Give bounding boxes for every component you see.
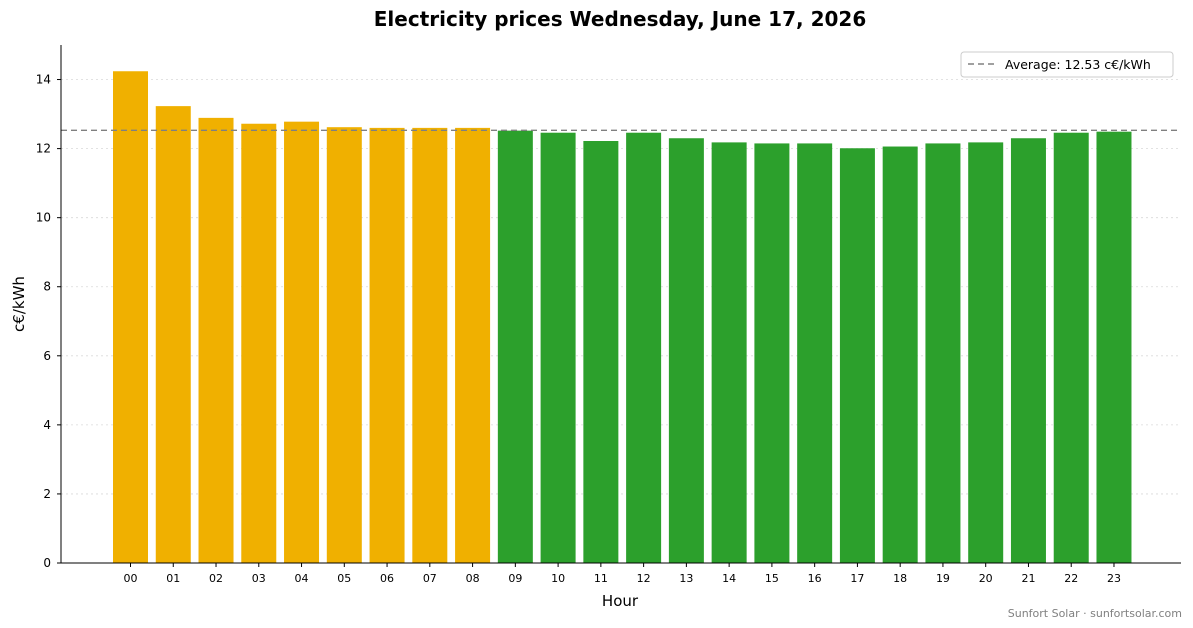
legend-box (960, 51, 1174, 78)
bar-22 (1053, 132, 1089, 563)
bar-16 (797, 143, 833, 564)
bar-00 (113, 71, 148, 563)
x-tick-label: 00 (124, 572, 138, 585)
x-tick-label: 04 (295, 572, 309, 585)
y-tick-label: 12 (36, 142, 51, 156)
bar-12 (626, 132, 662, 563)
x-tick-label: 12 (637, 572, 651, 585)
x-tick-label: 21 (1021, 572, 1035, 585)
x-tick-label: 23 (1107, 572, 1121, 585)
bar-09 (497, 130, 533, 563)
bar-20 (968, 142, 1004, 563)
bar-01 (155, 106, 191, 564)
axes (60, 45, 1181, 564)
x-axis-label: Hour (602, 592, 639, 610)
y-tick-label: 10 (36, 211, 51, 225)
bar-08 (455, 127, 491, 563)
credit-text: Sunfort Solar · sunfortsolar.com (1008, 607, 1182, 620)
x-tick-label: 09 (508, 572, 522, 585)
x-tick-label: 20 (979, 572, 993, 585)
x-tick-label: 05 (337, 572, 351, 585)
x-tick-label: 14 (722, 572, 736, 585)
x-tick-label: 02 (209, 572, 223, 585)
x-tick-label: 19 (936, 572, 950, 585)
bar-07 (412, 127, 448, 563)
bar-18 (882, 146, 918, 563)
bar-14 (711, 142, 747, 563)
legend-average-label: Average: 12.53 c€/kWh (1005, 57, 1151, 72)
y-ticks: 0 2 4 6 8 10 12 14 (36, 73, 61, 570)
x-tick-label: 10 (551, 572, 565, 585)
x-tick-label: 07 (423, 572, 437, 585)
y-axis-label: c€/kWh (10, 276, 28, 332)
bar-10 (540, 132, 576, 563)
bar-13 (668, 138, 704, 564)
x-ticks: 00 01 02 03 04 05 06 07 08 09 10 11 12 13 14 15 16 17 18 19… (124, 563, 1121, 585)
bar-21 (1010, 138, 1046, 564)
bar-19 (925, 143, 961, 564)
x-tick-label: 13 (679, 572, 693, 585)
y-tick-label: 6 (43, 349, 51, 363)
x-tick-label: 22 (1064, 572, 1078, 585)
bar-05 (326, 127, 362, 563)
legend: Average: 12.53 c€/kWh (960, 51, 1174, 78)
bar-06 (369, 127, 405, 563)
x-tick-label: 01 (166, 572, 180, 585)
x-tick-label: 11 (594, 572, 608, 585)
x-tick-label: 18 (893, 572, 907, 585)
bar-03 (241, 123, 277, 564)
x-tick-label: 08 (466, 572, 480, 585)
bar-02 (198, 117, 234, 564)
x-tick-label: 15 (765, 572, 779, 585)
bar-15 (754, 143, 790, 564)
bar-11 (583, 141, 619, 563)
y-tick-label: 4 (43, 418, 51, 432)
chart-title: Electricity prices Wednesday, June 17, 2… (374, 7, 867, 31)
bar-17 (839, 148, 875, 563)
x-tick-label: 03 (252, 572, 266, 585)
y-tick-label: 0 (43, 556, 51, 570)
y-tick-label: 2 (43, 487, 51, 501)
x-tick-label: 06 (380, 572, 394, 585)
y-tick-label: 14 (36, 73, 51, 87)
bar-23 (1096, 131, 1132, 564)
bars (113, 71, 1132, 564)
y-tick-label: 8 (43, 280, 51, 294)
bar-04 (284, 121, 320, 563)
x-tick-label: 17 (850, 572, 864, 585)
x-tick-label: 16 (808, 572, 822, 585)
